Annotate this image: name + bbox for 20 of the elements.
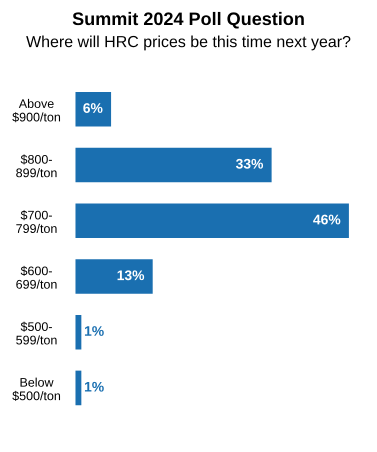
chart-subtitle: Where will HRC prices be this time next year? xyxy=(26,35,350,50)
y-tick-label: $700- 799/ton xyxy=(16,210,57,234)
data-label: 6% xyxy=(83,103,103,113)
data-label: 1% xyxy=(84,382,104,392)
data-label: 46% xyxy=(313,214,340,224)
bar xyxy=(75,370,82,406)
bar xyxy=(75,203,349,238)
bar xyxy=(75,92,112,127)
chart-title: Summit 2024 Poll Question xyxy=(72,12,304,29)
y-tick-label: $600- 699/ton xyxy=(16,266,57,289)
bar xyxy=(75,148,272,182)
bar xyxy=(75,314,82,350)
y-tick-label: $500- 599/ton xyxy=(16,322,57,345)
y-tick-label: Above $900/ton xyxy=(12,98,60,122)
y-tick-label: Below $500/ton xyxy=(12,378,60,401)
y-tick-label: $800- 899/ton xyxy=(16,154,57,178)
data-label: 33% xyxy=(236,158,264,169)
bar xyxy=(75,259,153,294)
data-label: 13% xyxy=(118,270,144,280)
data-label: 1% xyxy=(84,326,104,336)
